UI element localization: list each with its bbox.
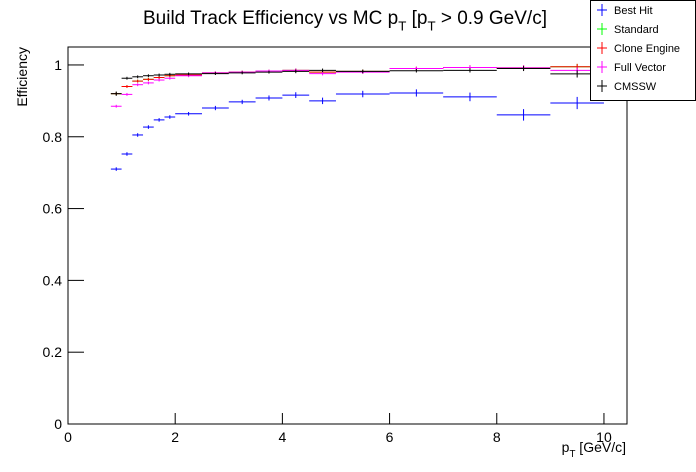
- legend-label: Standard: [614, 24, 659, 36]
- chart-title-part: Build Track Efficiency vs MC p: [143, 8, 398, 29]
- legend-label: Clone Engine: [614, 43, 680, 55]
- y-tick-label: 0: [54, 416, 62, 432]
- x-tick-label: 2: [171, 429, 179, 445]
- chart-title-part: > 0.9 GeV/c]: [436, 8, 547, 29]
- y-tick-label: 1: [54, 57, 62, 73]
- chart-title: Build Track Efficiency vs MC pT [pT > 0.…: [143, 8, 547, 34]
- x-tick-label: 6: [386, 429, 394, 445]
- series: [110, 66, 604, 96]
- x-tick-label: 4: [278, 429, 286, 445]
- chart-title-part: [p: [406, 8, 427, 29]
- x-tick-label: 10: [596, 429, 612, 445]
- legend-label: CMSSW: [614, 81, 657, 93]
- x-axis-label: pT [GeV/c]: [562, 439, 626, 460]
- legend-label: Best Hit: [614, 5, 653, 17]
- y-tick-label: 0.2: [43, 344, 63, 360]
- chart-title-subscript: T: [398, 19, 406, 34]
- x-axis-label-part: [GeV/c]: [575, 439, 626, 455]
- chart-title-subscript: T: [427, 19, 435, 34]
- x-axis-label-subscript: T: [569, 449, 575, 460]
- x-tick-label: 8: [493, 429, 501, 445]
- y-tick-label: 0.4: [43, 272, 63, 288]
- plot-frame: [67, 46, 628, 425]
- y-tick-label: 0.6: [43, 201, 63, 217]
- y-tick-label: 0.8: [43, 129, 63, 145]
- legend-label: Full Vector: [614, 62, 666, 74]
- x-tick-label: 0: [64, 429, 72, 445]
- series: [110, 89, 604, 171]
- x-axis-label-part: p: [562, 439, 570, 455]
- y-axis-label: Efficiency: [14, 47, 30, 107]
